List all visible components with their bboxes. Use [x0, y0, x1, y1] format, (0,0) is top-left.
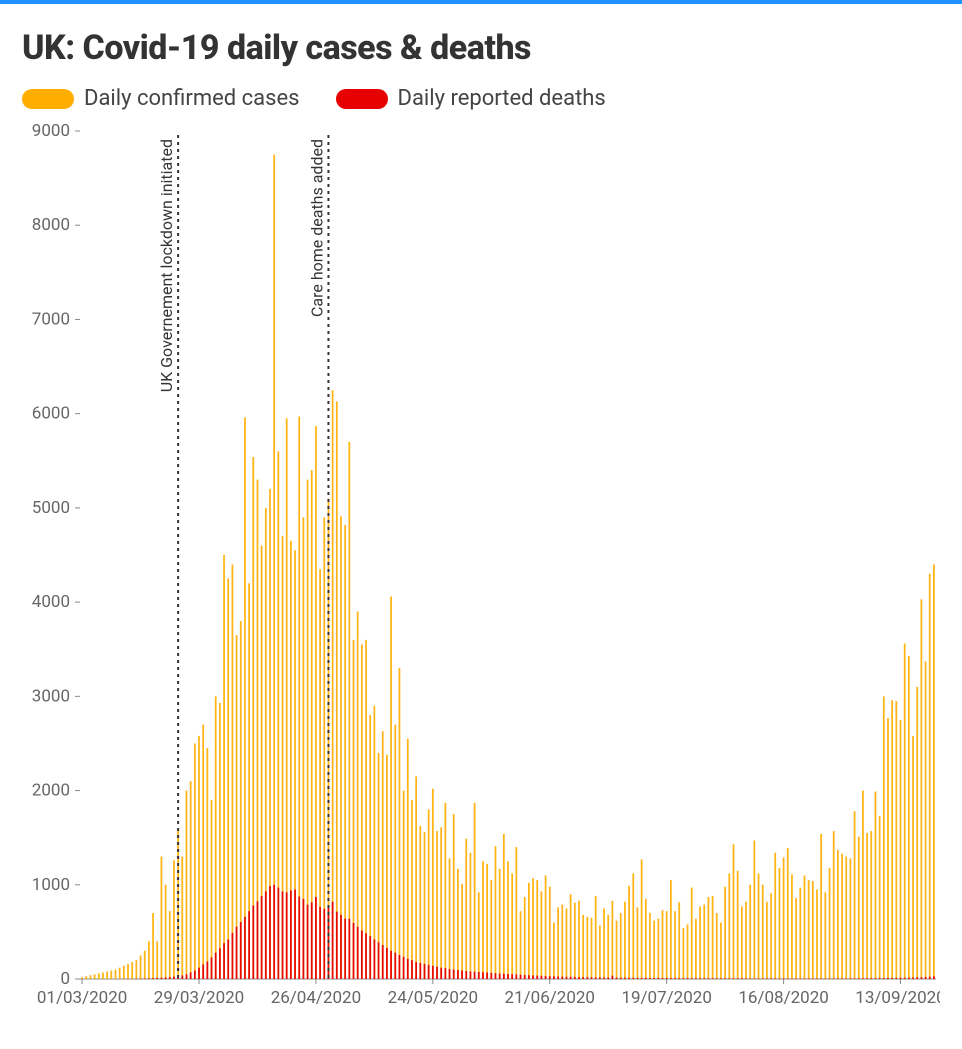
svg-text:19/07/2020: 19/07/2020 [621, 988, 711, 1008]
svg-text:6000: 6000 [32, 404, 70, 424]
legend-swatch-deaths [336, 89, 388, 109]
svg-text:0: 0 [60, 969, 70, 989]
legend: Daily confirmed cases Daily reported dea… [22, 86, 940, 111]
svg-text:9000: 9000 [32, 121, 70, 141]
legend-label-cases: Daily confirmed cases [84, 86, 300, 111]
svg-text:UK Governement lockdown initia: UK Governement lockdown initiated [157, 139, 176, 392]
svg-text:26/04/2020: 26/04/2020 [271, 988, 361, 1008]
legend-swatch-cases [22, 89, 74, 109]
chart-title: UK: Covid-19 daily cases & deaths [22, 28, 940, 68]
svg-text:2000: 2000 [32, 781, 70, 801]
svg-text:1000: 1000 [32, 875, 70, 895]
svg-text:8000: 8000 [32, 215, 70, 235]
svg-text:4000: 4000 [32, 592, 70, 612]
chart-svg: 0 1000 2000 3000 4000 5000 6000 7000 8000 9000 UK … [22, 121, 940, 1011]
legend-label-deaths: Daily reported deaths [398, 86, 606, 111]
svg-text:24/05/2020: 24/05/2020 [388, 988, 478, 1008]
chart-plot-area: 0 1000 2000 3000 4000 5000 6000 7000 8000 9000 UK … [22, 121, 940, 1011]
svg-text:13/09/2020: 13/09/2020 [855, 988, 940, 1008]
svg-text:16/08/2020: 16/08/2020 [738, 988, 828, 1008]
chart-wrapper: UK: Covid-19 daily cases & deaths Daily … [0, 4, 962, 1031]
svg-text:21/06/2020: 21/06/2020 [505, 988, 595, 1008]
svg-text:3000: 3000 [32, 686, 70, 706]
svg-text:Care home deaths added: Care home deaths added [307, 139, 326, 317]
svg-text:29/03/2020: 29/03/2020 [154, 988, 244, 1008]
svg-text:01/03/2020: 01/03/2020 [37, 988, 127, 1008]
svg-text:7000: 7000 [32, 309, 70, 329]
legend-item-cases: Daily confirmed cases [22, 86, 300, 111]
legend-item-deaths: Daily reported deaths [336, 86, 606, 111]
svg-text:5000: 5000 [32, 498, 70, 518]
